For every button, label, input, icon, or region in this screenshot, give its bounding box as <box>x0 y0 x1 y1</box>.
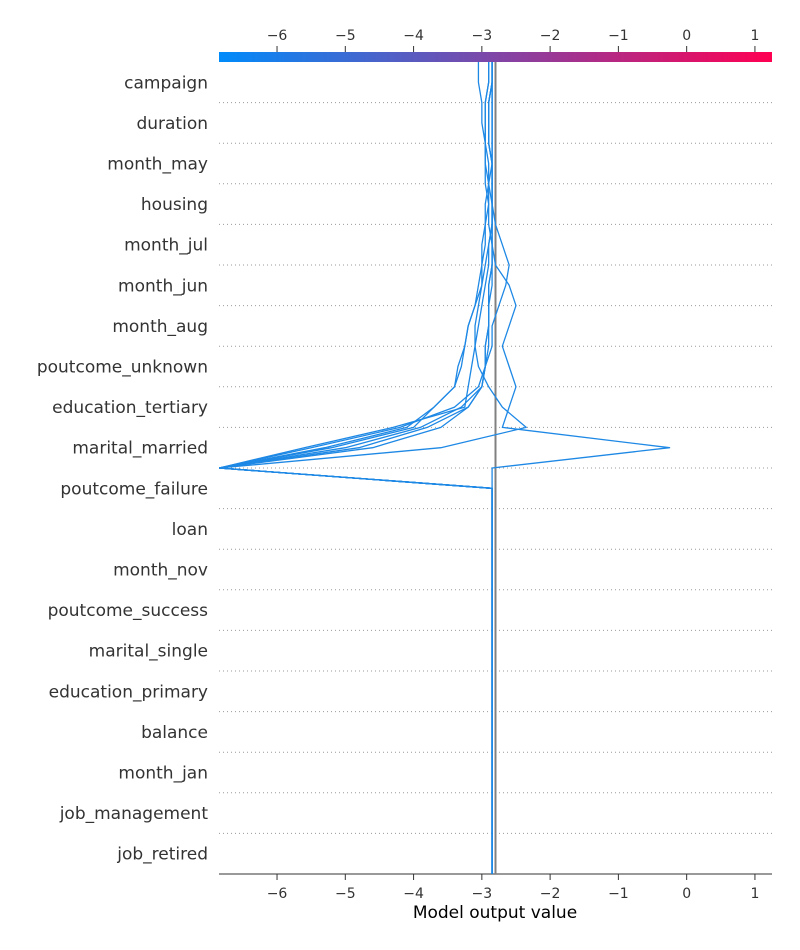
x-tick-label-top: −3 <box>472 28 493 44</box>
x-tick-label-top: −4 <box>403 28 424 44</box>
x-tick-label-top: −2 <box>540 28 561 44</box>
feature-label: month_may <box>107 155 208 175</box>
feature-label: marital_single <box>89 642 208 662</box>
x-axis-label: Model output value <box>413 903 577 923</box>
feature-label: month_aug <box>112 317 208 337</box>
feature-label: education_primary <box>49 682 208 702</box>
feature-label: duration <box>136 114 208 134</box>
x-tick-label: 0 <box>682 886 691 902</box>
x-tick-label: −4 <box>403 886 424 902</box>
feature-label: poutcome_success <box>48 601 209 621</box>
feature-label: education_tertiary <box>52 398 208 418</box>
feature-label: loan <box>172 520 208 540</box>
feature-label: marital_married <box>72 439 208 459</box>
feature-label: housing <box>141 195 208 215</box>
feature-label: poutcome_unknown <box>37 358 208 378</box>
feature-label: balance <box>141 723 208 743</box>
x-tick-label-top: −5 <box>335 28 356 44</box>
x-tick-label-top: 1 <box>750 28 759 44</box>
decision-path <box>219 62 493 874</box>
x-tick-label: −3 <box>472 886 493 902</box>
x-tick-label-top: −6 <box>267 28 288 44</box>
feature-label: campaign <box>124 73 208 93</box>
feature-label: month_nov <box>113 561 208 581</box>
feature-label: job_retired <box>116 845 208 865</box>
x-tick-label: −5 <box>335 886 356 902</box>
feature-label: poutcome_failure <box>60 479 208 499</box>
x-tick-label: −1 <box>608 886 629 902</box>
x-tick-label: −2 <box>540 886 561 902</box>
x-tick-label-top: 0 <box>682 28 691 44</box>
x-tick-label-top: −1 <box>608 28 629 44</box>
feature-label: job_management <box>59 804 209 824</box>
feature-label: month_jul <box>124 236 208 256</box>
colorbar <box>219 52 772 62</box>
feature-label: month_jun <box>118 276 208 296</box>
x-tick-label: −6 <box>267 886 288 902</box>
feature-label: month_jan <box>118 764 208 784</box>
decision-path <box>219 62 527 874</box>
decision-path <box>219 62 510 874</box>
x-tick-label: 1 <box>750 886 759 902</box>
